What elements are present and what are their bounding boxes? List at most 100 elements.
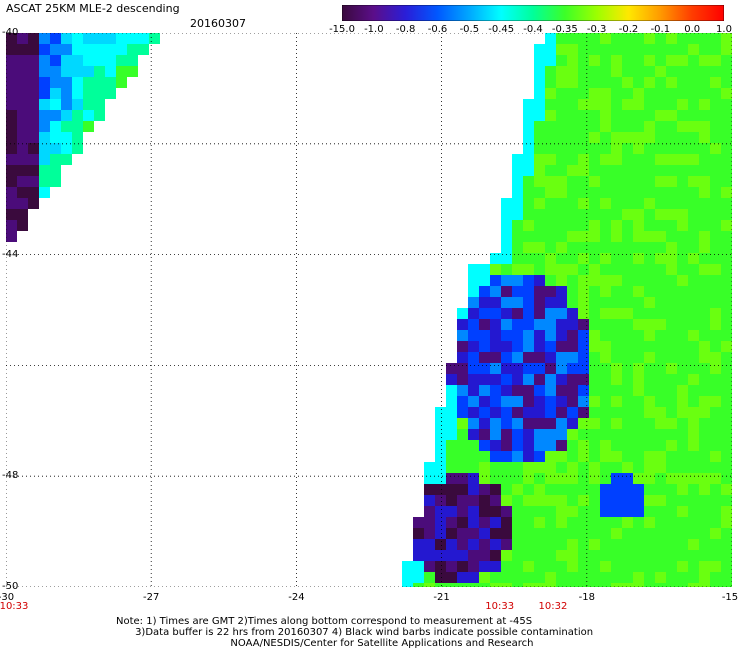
swath-cell bbox=[83, 110, 94, 121]
swath-cell bbox=[28, 99, 39, 110]
swath-cell bbox=[710, 319, 721, 330]
swath-cell bbox=[17, 33, 28, 44]
swath-cell bbox=[28, 88, 39, 99]
swath-cell bbox=[578, 517, 589, 528]
swath-cell bbox=[644, 473, 655, 484]
swath-cell bbox=[479, 286, 490, 297]
swath-cell bbox=[677, 110, 688, 121]
swath-cell bbox=[28, 143, 39, 154]
swath-cell bbox=[545, 462, 556, 473]
swath-cell bbox=[666, 330, 677, 341]
swath-cell bbox=[710, 242, 721, 253]
swath-cell bbox=[446, 363, 457, 374]
swath-cell bbox=[413, 572, 424, 583]
swath-cell bbox=[622, 352, 633, 363]
swath-cell bbox=[622, 583, 633, 587]
swath-cell bbox=[105, 66, 116, 77]
swath-cell bbox=[468, 352, 479, 363]
swath-cell bbox=[39, 33, 50, 44]
swath-cell bbox=[457, 308, 468, 319]
swath-cell bbox=[512, 187, 523, 198]
swath-cell bbox=[556, 209, 567, 220]
swath-cell bbox=[622, 165, 633, 176]
swath-cell bbox=[688, 143, 699, 154]
swath-cell bbox=[688, 484, 699, 495]
swath-cell bbox=[457, 341, 468, 352]
swath-cell bbox=[644, 330, 655, 341]
swath-cell bbox=[688, 517, 699, 528]
swath-cell bbox=[655, 132, 666, 143]
swath-cell bbox=[61, 99, 72, 110]
swath-cell bbox=[677, 583, 688, 587]
swath-cell bbox=[523, 253, 534, 264]
swath-cell bbox=[655, 561, 666, 572]
swath-cell bbox=[644, 308, 655, 319]
swath-cell bbox=[578, 407, 589, 418]
swath-cell bbox=[435, 561, 446, 572]
swath-cell bbox=[17, 143, 28, 154]
swath-cell bbox=[6, 165, 17, 176]
swath-cell bbox=[512, 231, 523, 242]
colorbar-labels: -15.0 -1.0 -0.8 -0.6 -0.5 -0.45 -0.4 -0.35 -0.3-… bbox=[329, 24, 740, 36]
swath-cell bbox=[677, 66, 688, 77]
swath-cell bbox=[127, 33, 138, 44]
swath-cell bbox=[534, 110, 545, 121]
swath-cell bbox=[490, 418, 501, 429]
swath-cell bbox=[6, 231, 17, 242]
swath-cell bbox=[490, 352, 501, 363]
swath-cell bbox=[567, 506, 578, 517]
swath-cell bbox=[644, 495, 655, 506]
swath-cell bbox=[83, 77, 94, 88]
swath-cell bbox=[534, 132, 545, 143]
swath-cell bbox=[567, 484, 578, 495]
swath-cell bbox=[600, 539, 611, 550]
swath-cell bbox=[534, 506, 545, 517]
swath-cell bbox=[721, 44, 732, 55]
swath-cell bbox=[545, 297, 556, 308]
swath-cell bbox=[699, 418, 710, 429]
colorbar-tick-label: 0.0 bbox=[684, 24, 701, 35]
swath-cell bbox=[666, 77, 677, 88]
swath-cell bbox=[655, 66, 666, 77]
swath-cell bbox=[699, 66, 710, 77]
swath-cell bbox=[710, 341, 721, 352]
swath-cell bbox=[457, 484, 468, 495]
swath-cell bbox=[61, 88, 72, 99]
swath-cell bbox=[39, 55, 50, 66]
swath-cell bbox=[6, 66, 17, 77]
swath-cell bbox=[699, 407, 710, 418]
swath-cell bbox=[556, 165, 567, 176]
swath-cell bbox=[578, 297, 589, 308]
swath-cell bbox=[589, 308, 600, 319]
swath-cell bbox=[39, 154, 50, 165]
swath-cell bbox=[545, 132, 556, 143]
swath-cell bbox=[721, 209, 732, 220]
swath-cell bbox=[589, 231, 600, 242]
swath-cell bbox=[556, 154, 567, 165]
swath-cell bbox=[567, 341, 578, 352]
swath-cell bbox=[578, 66, 589, 77]
swath-cell bbox=[501, 495, 512, 506]
swath-cell bbox=[468, 583, 479, 587]
swath-cell bbox=[479, 275, 490, 286]
swath-cell bbox=[721, 99, 732, 110]
swath-cell bbox=[501, 396, 512, 407]
swath-cell bbox=[622, 385, 633, 396]
swath-cell bbox=[710, 407, 721, 418]
swath-cell bbox=[688, 462, 699, 473]
swath-cell bbox=[710, 198, 721, 209]
swath-cell bbox=[501, 407, 512, 418]
swath-cell bbox=[589, 363, 600, 374]
swath-cell bbox=[600, 517, 611, 528]
swath-cell bbox=[578, 440, 589, 451]
swath-cell bbox=[523, 297, 534, 308]
swath-cell bbox=[17, 44, 28, 55]
swath-cell bbox=[710, 110, 721, 121]
swath-cell bbox=[479, 495, 490, 506]
swath-cell bbox=[655, 176, 666, 187]
swath-cell bbox=[589, 88, 600, 99]
swath-cell bbox=[523, 363, 534, 374]
swath-cell bbox=[435, 495, 446, 506]
swath-cell bbox=[600, 484, 611, 495]
swath-cell bbox=[534, 528, 545, 539]
